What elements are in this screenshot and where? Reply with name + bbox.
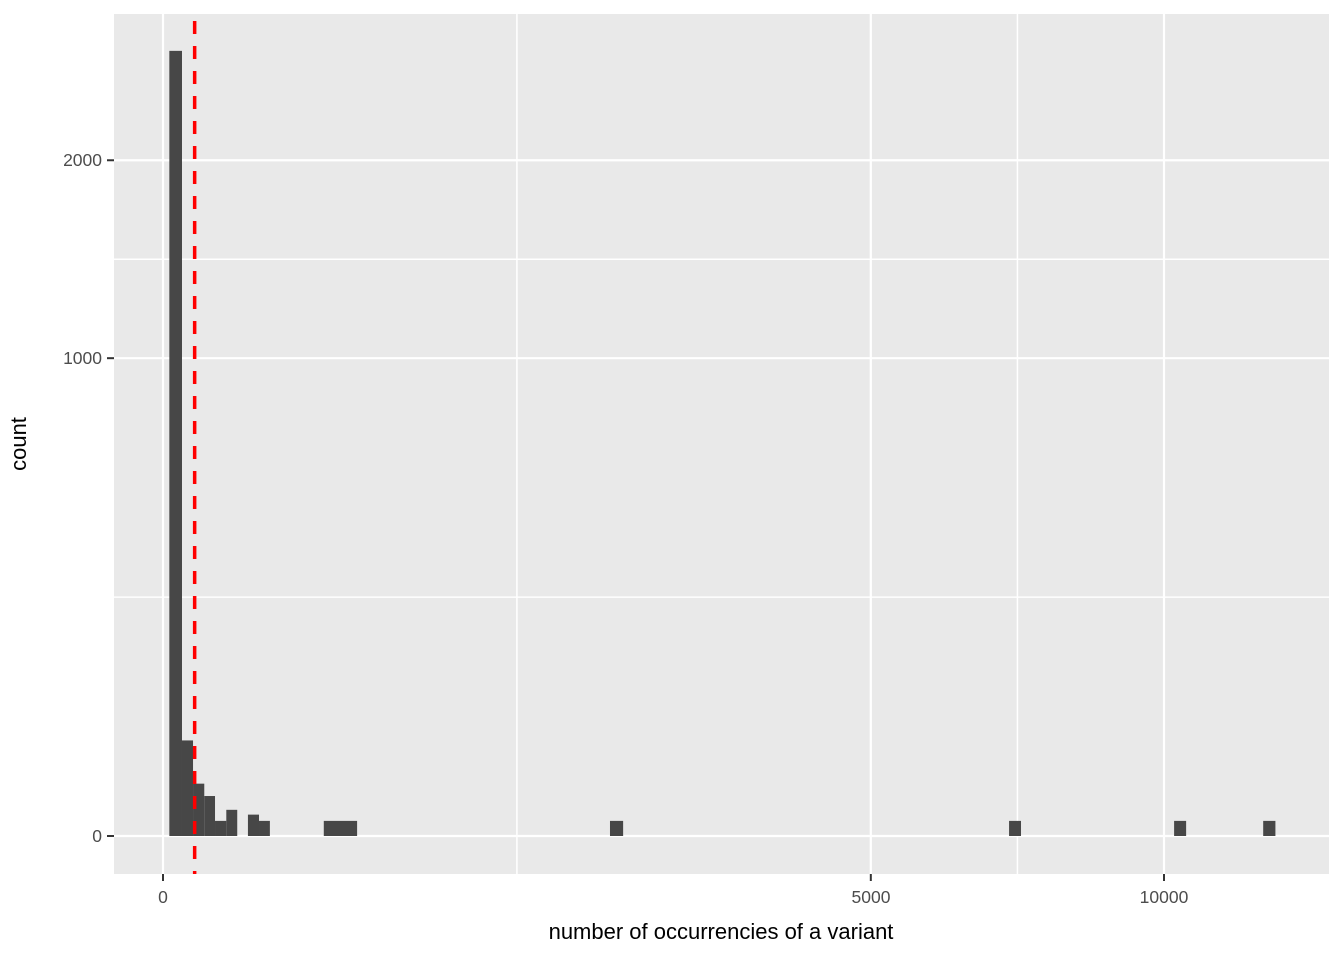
y-axis-title: count	[6, 417, 31, 471]
histogram-bar	[609, 820, 624, 836]
minor-gridlines-layer	[114, 14, 1329, 874]
x-tick-label-5000: 5000	[852, 887, 891, 907]
x-tick-label-10000: 10000	[1140, 887, 1189, 907]
y-tick-label-0: 0	[92, 826, 102, 846]
x-axis-title: number of occurrencies of a variant	[549, 919, 894, 944]
axis-tick-marks-layer	[107, 159, 1165, 881]
histogram-bar	[1009, 820, 1022, 836]
histogram-bar	[169, 50, 182, 836]
histogram-bar	[215, 820, 227, 836]
histogram-bar	[259, 820, 270, 836]
histogram-bar	[323, 820, 358, 836]
major-gridlines-layer	[114, 14, 1329, 874]
histogram-bar	[226, 809, 238, 836]
histogram-bar	[1174, 820, 1187, 836]
histogram-bar	[1263, 820, 1276, 836]
y-tick-label-1000: 1000	[63, 348, 102, 368]
y-tick-label-2000: 2000	[63, 150, 102, 170]
x-tick-label-0: 0	[158, 887, 168, 907]
panel-background	[114, 14, 1329, 874]
histogram-bar	[181, 740, 194, 836]
histogram-bar	[193, 783, 205, 836]
histogram-bar	[247, 814, 260, 836]
histogram-bars-layer	[169, 50, 1276, 836]
plot-panel-layer	[114, 14, 1329, 874]
histogram-bar	[204, 796, 216, 836]
